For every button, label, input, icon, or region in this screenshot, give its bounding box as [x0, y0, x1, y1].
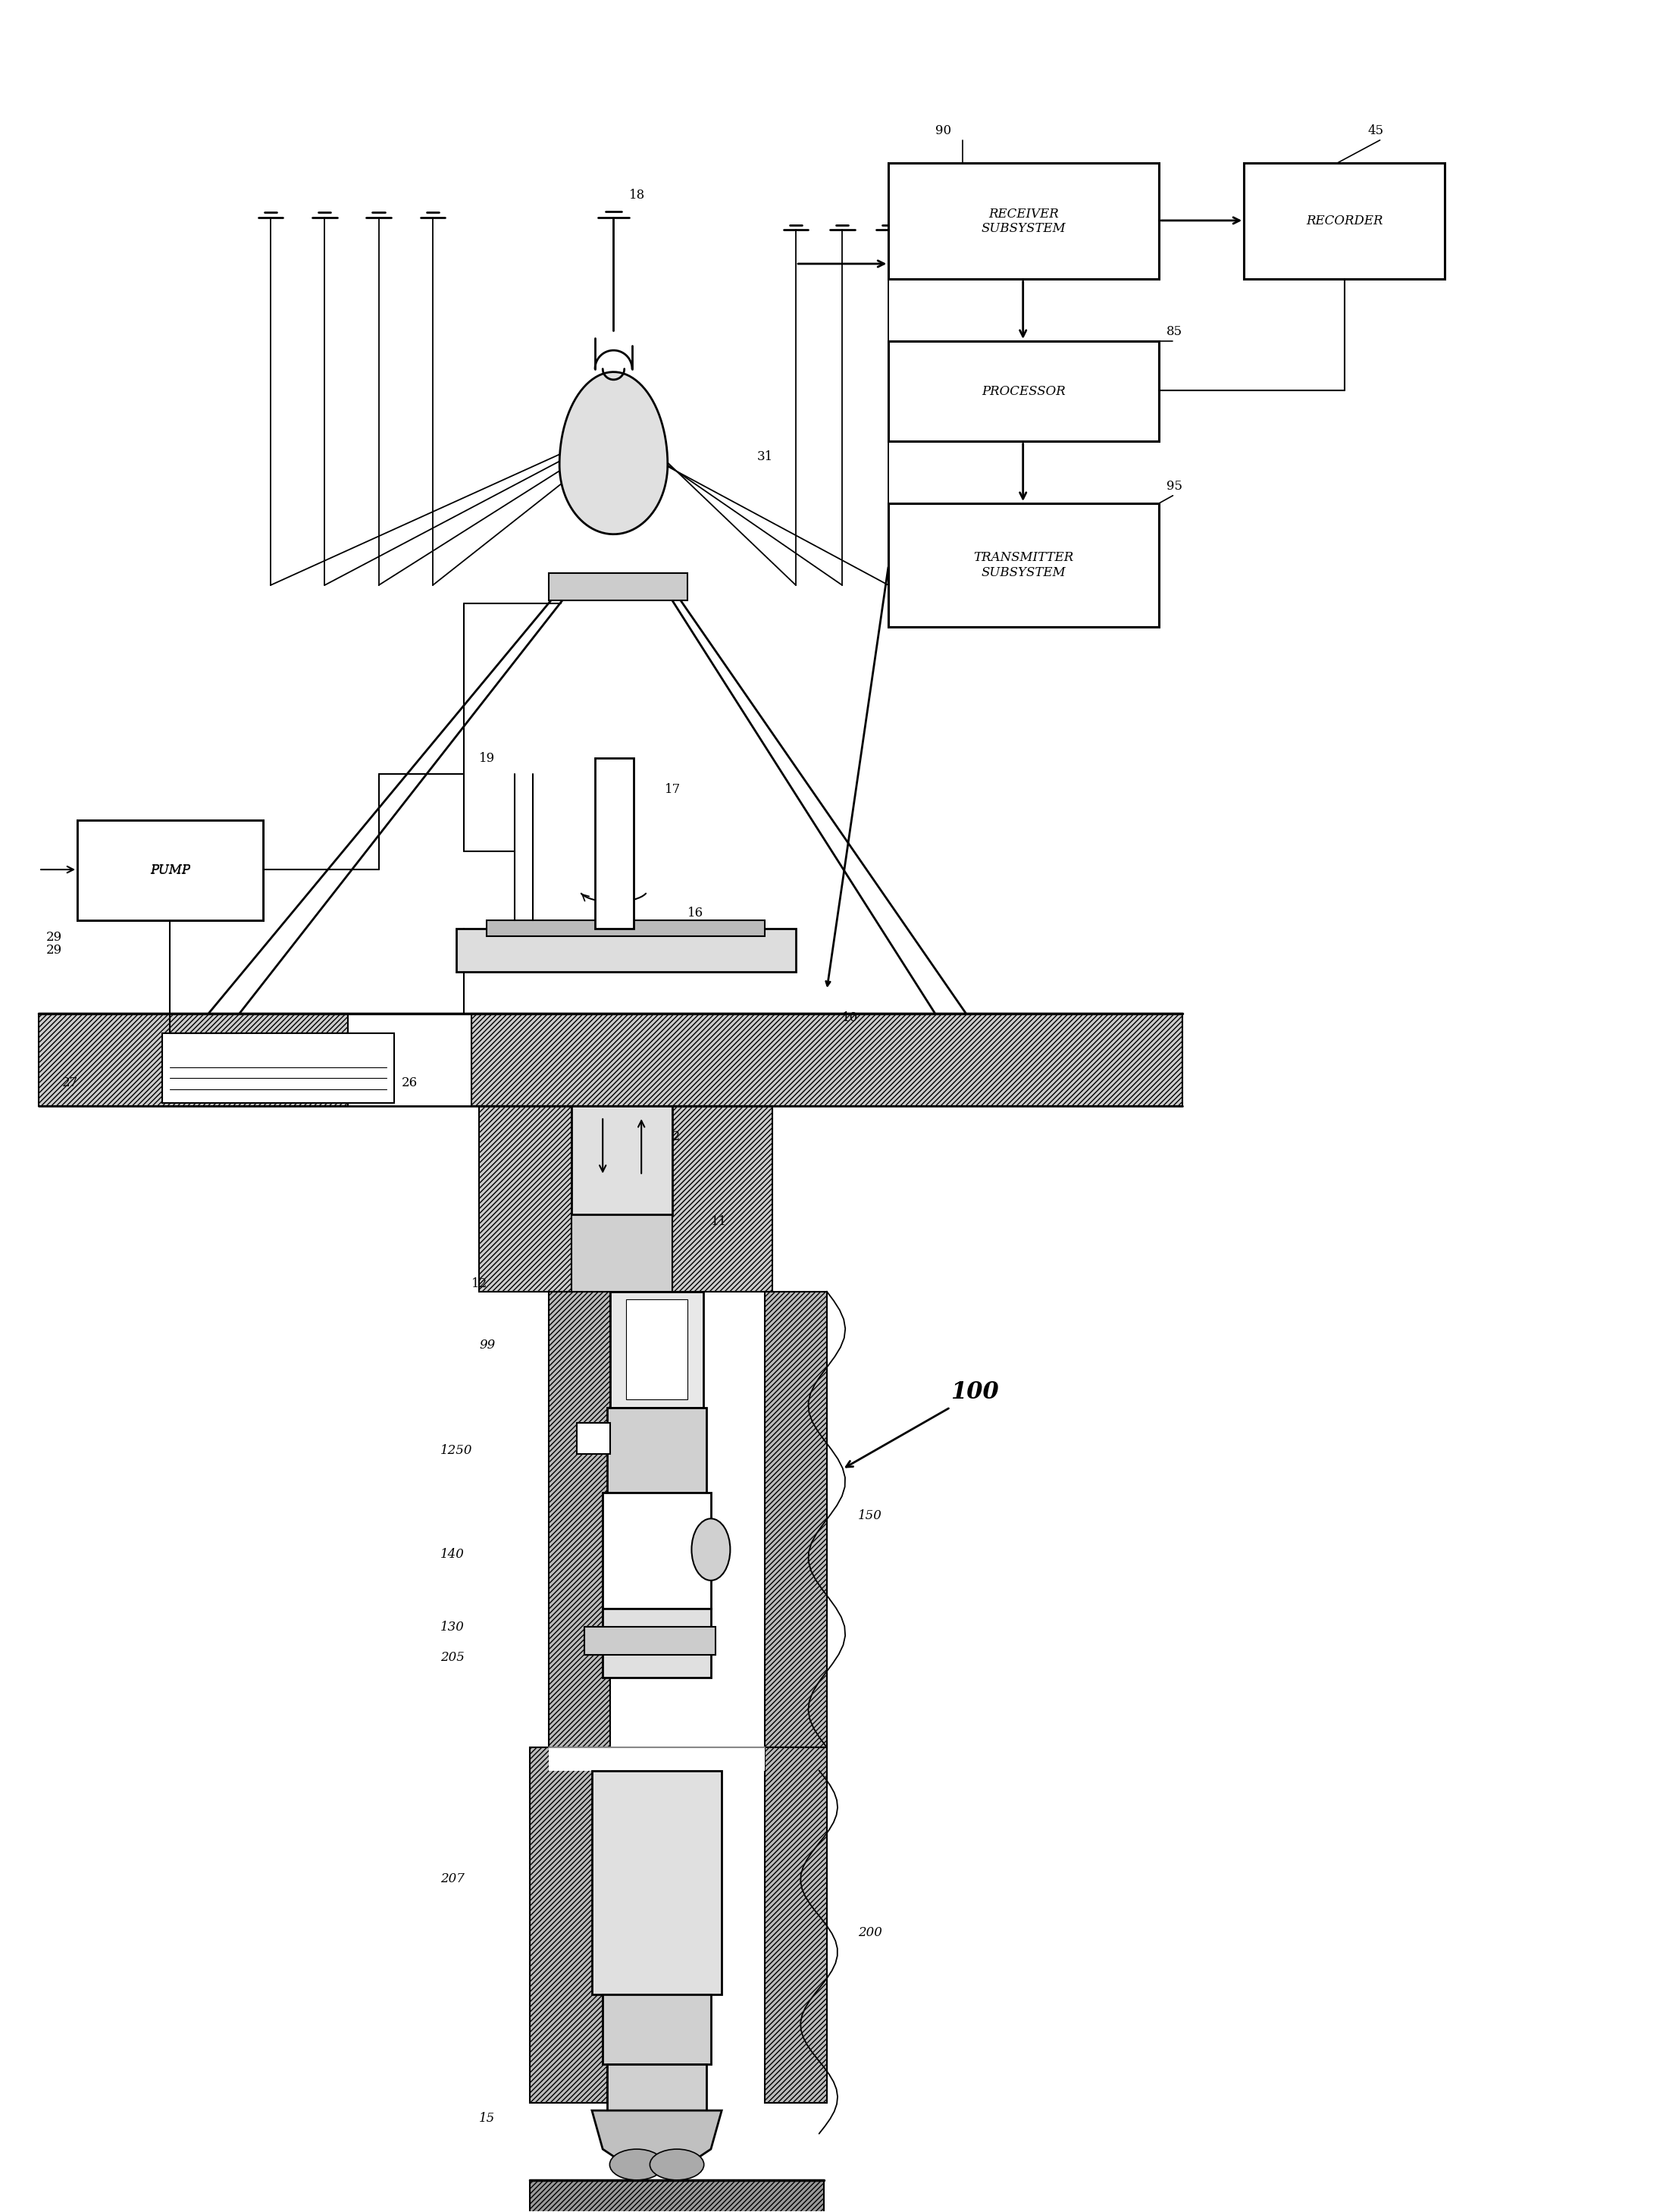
Text: 207: 207 — [441, 1871, 464, 1885]
Text: 16: 16 — [688, 907, 704, 920]
Bar — [162, 1033, 394, 1104]
Text: PUMP: PUMP — [150, 865, 190, 876]
Text: 18: 18 — [629, 188, 646, 201]
Text: 10: 10 — [843, 1011, 858, 1024]
Bar — [888, 164, 1158, 279]
Bar — [603, 1493, 711, 1608]
Text: 1250: 1250 — [441, 1444, 472, 1458]
Bar — [77, 821, 262, 920]
Ellipse shape — [691, 1520, 731, 1579]
Text: 130: 130 — [441, 1621, 464, 1632]
Text: 90: 90 — [935, 124, 951, 137]
Text: 29: 29 — [47, 931, 62, 945]
Text: 140: 140 — [441, 1548, 464, 1562]
Bar — [888, 504, 1158, 626]
Text: 150: 150 — [858, 1509, 881, 1522]
Text: 11: 11 — [711, 1214, 728, 1228]
Text: 27: 27 — [62, 1077, 78, 1088]
Bar — [603, 1995, 711, 2064]
Text: 29: 29 — [47, 945, 62, 956]
Bar — [576, 1422, 611, 1453]
Text: PUMP: PUMP — [150, 863, 190, 876]
Text: RECEIVER
SUBSYSTEM: RECEIVER SUBSYSTEM — [981, 208, 1066, 234]
Text: 26: 26 — [402, 1077, 417, 1088]
Text: 100: 100 — [950, 1380, 998, 1405]
Text: 15: 15 — [479, 2112, 496, 2126]
Bar — [471, 1013, 1182, 1106]
Bar — [626, 1298, 688, 1400]
Text: 45: 45 — [1367, 124, 1384, 137]
Text: TRANSMITTER
SUBSYSTEM: TRANSMITTER SUBSYSTEM — [973, 551, 1073, 580]
Ellipse shape — [649, 2150, 704, 2181]
Ellipse shape — [609, 2150, 664, 2181]
Text: 99: 99 — [479, 1338, 496, 1352]
Bar — [584, 1626, 716, 1655]
Bar — [456, 929, 796, 971]
Bar — [479, 1106, 579, 1292]
Bar — [549, 1292, 611, 1747]
Bar — [592, 1770, 721, 1995]
Text: 19: 19 — [479, 752, 496, 765]
Bar — [549, 573, 688, 602]
Bar — [764, 1747, 826, 2104]
Bar — [531, 1747, 608, 2104]
Text: 17: 17 — [664, 783, 681, 796]
Text: 12: 12 — [471, 1276, 487, 1290]
Polygon shape — [559, 372, 668, 535]
Text: 32: 32 — [664, 1130, 681, 1144]
Bar — [572, 1214, 673, 1292]
Bar — [764, 1292, 826, 1747]
Bar — [603, 1608, 711, 1677]
Bar — [572, 1106, 673, 1214]
Bar — [1243, 164, 1445, 279]
Bar — [531, 2181, 824, 2212]
Text: 9: 9 — [572, 1155, 579, 1166]
Text: 95: 95 — [1167, 480, 1183, 493]
Polygon shape — [592, 2110, 721, 2172]
Bar — [487, 920, 764, 936]
Text: RECORDER: RECORDER — [1305, 215, 1384, 228]
Bar — [608, 1407, 706, 1493]
Bar — [549, 1747, 764, 1770]
Text: 31: 31 — [758, 451, 773, 462]
Text: 200: 200 — [858, 1927, 881, 1940]
Bar — [611, 1292, 703, 1407]
Text: PROCESSOR: PROCESSOR — [981, 385, 1066, 398]
Bar — [888, 341, 1158, 442]
Bar — [608, 2064, 706, 2110]
Bar — [77, 821, 262, 920]
Bar — [38, 1013, 347, 1106]
Text: 85: 85 — [1167, 325, 1183, 338]
Bar — [596, 759, 634, 929]
Text: 205: 205 — [441, 1650, 464, 1663]
Bar — [673, 1106, 773, 1292]
